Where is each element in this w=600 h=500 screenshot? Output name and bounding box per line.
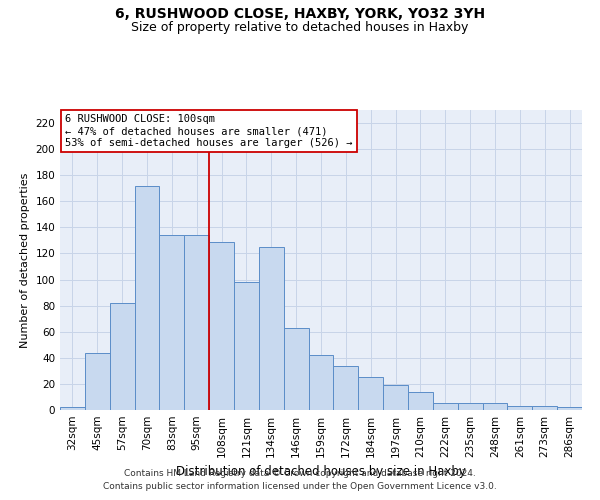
Bar <box>234 282 259 410</box>
X-axis label: Distribution of detached houses by size in Haxby: Distribution of detached houses by size … <box>176 466 466 478</box>
Bar <box>358 378 383 410</box>
Bar <box>433 404 458 410</box>
Bar <box>334 366 358 410</box>
Bar <box>209 242 234 410</box>
Text: Contains public sector information licensed under the Open Government Licence v3: Contains public sector information licen… <box>103 482 497 491</box>
Bar <box>557 408 582 410</box>
Bar <box>383 385 408 410</box>
Bar <box>184 235 209 410</box>
Y-axis label: Number of detached properties: Number of detached properties <box>20 172 30 348</box>
Text: Contains HM Land Registry data © Crown copyright and database right 2024.: Contains HM Land Registry data © Crown c… <box>124 468 476 477</box>
Bar <box>284 328 308 410</box>
Bar <box>110 303 134 410</box>
Bar <box>134 186 160 410</box>
Bar <box>482 404 508 410</box>
Text: Size of property relative to detached houses in Haxby: Size of property relative to detached ho… <box>131 21 469 34</box>
Text: 6, RUSHWOOD CLOSE, HAXBY, YORK, YO32 3YH: 6, RUSHWOOD CLOSE, HAXBY, YORK, YO32 3YH <box>115 8 485 22</box>
Bar <box>458 404 482 410</box>
Bar <box>308 355 334 410</box>
Bar <box>508 406 532 410</box>
Bar <box>259 247 284 410</box>
Bar <box>160 235 184 410</box>
Bar <box>532 406 557 410</box>
Bar <box>85 352 110 410</box>
Text: 6 RUSHWOOD CLOSE: 100sqm
← 47% of detached houses are smaller (471)
53% of semi-: 6 RUSHWOOD CLOSE: 100sqm ← 47% of detach… <box>65 114 353 148</box>
Bar <box>408 392 433 410</box>
Bar <box>60 408 85 410</box>
